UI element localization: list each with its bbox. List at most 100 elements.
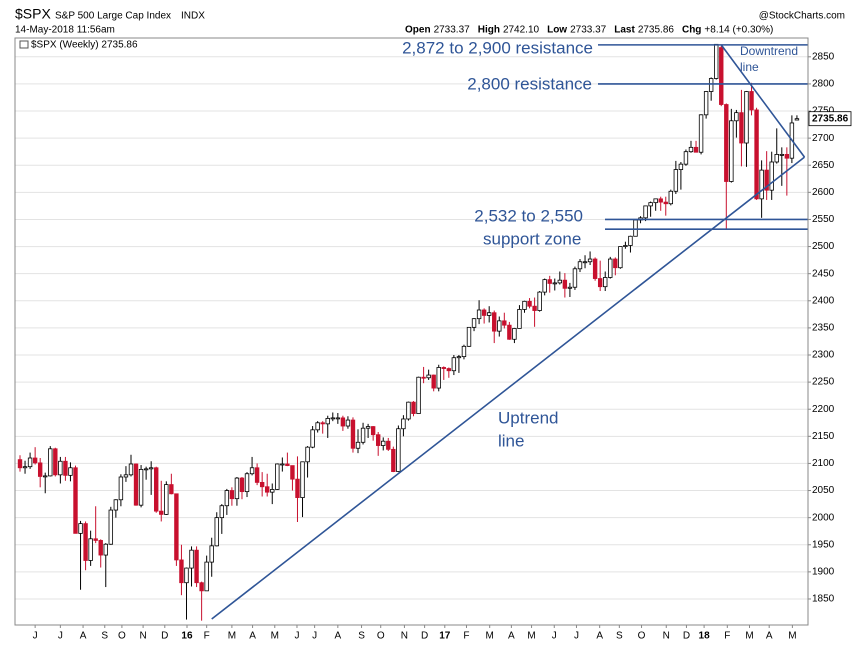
candle-body [401, 418, 406, 430]
candle-body [345, 419, 351, 427]
candle-body [724, 104, 729, 182]
candle-body [481, 309, 487, 316]
candle-body [461, 345, 467, 358]
legend-entry: $SPX (Weekly) 2735.86 [31, 40, 138, 51]
candle-body [597, 278, 603, 288]
candle-body [88, 538, 93, 561]
candle-body [678, 163, 684, 170]
candle-body [754, 109, 759, 200]
candle-body [123, 474, 129, 478]
candle-body [608, 258, 613, 278]
candle-body [184, 567, 189, 584]
y-tick-label: 2700 [812, 133, 835, 144]
candle-body [224, 490, 230, 507]
candle-body [270, 489, 275, 493]
candle-body [769, 161, 774, 191]
annotation: 2,800 resistance [467, 74, 592, 93]
candle-body [305, 446, 310, 463]
candle-body [229, 490, 235, 500]
candle-body [43, 475, 48, 478]
chart-title: $SPX [15, 6, 51, 22]
candle-body [199, 582, 204, 592]
legend-icon [19, 40, 29, 49]
x-tick-label: 17 [439, 631, 451, 642]
candle-body [58, 460, 63, 476]
candle-body [239, 477, 245, 493]
quote: Open 2733.37 High 2742.10 Low 2733.37 Last 2735… [405, 25, 773, 36]
x-tick-label: O [638, 631, 646, 642]
x-tick-label: M [745, 631, 753, 642]
candle-body [648, 202, 653, 207]
y-tick-label: 2750 [812, 106, 835, 117]
x-tick-label: J [33, 631, 38, 642]
x-tick-label: D [161, 631, 168, 642]
candle-body [744, 91, 749, 144]
x-tick-label: J [574, 631, 579, 642]
candle-body [486, 312, 492, 316]
candle-body [73, 467, 78, 534]
x-tick-label: O [118, 631, 126, 642]
x-tick-label: A [508, 631, 515, 642]
candle-body [749, 91, 754, 111]
candle-body [456, 356, 462, 359]
y-tick-label: 2500 [812, 241, 835, 252]
candle-body [103, 543, 108, 556]
candle-body [37, 462, 43, 477]
quote-label: High [478, 25, 500, 36]
candle-body [512, 328, 517, 340]
candle-body [527, 300, 532, 307]
candle-body [381, 440, 386, 446]
candle-body [708, 78, 714, 92]
candle-body [643, 205, 648, 219]
y-tick-label: 2650 [812, 160, 835, 171]
candle-body [396, 428, 401, 472]
y-tick-label: 2450 [812, 268, 835, 279]
candle-body [739, 112, 744, 144]
candle-body [244, 473, 250, 493]
candle-body [522, 300, 527, 310]
y-tick-label: 2800 [812, 79, 835, 90]
x-tick-label: F [204, 631, 210, 642]
quote-value: 2742.10 [503, 25, 540, 36]
x-tick-label: A [80, 631, 87, 642]
candle-body [502, 320, 507, 326]
candle-body [542, 279, 547, 293]
candle-body [300, 461, 305, 498]
candle-body [325, 418, 330, 425]
source: @StockCharts.com [759, 11, 845, 22]
candle-body [320, 422, 325, 425]
quote-label: Low [547, 25, 567, 36]
candle-body [154, 467, 159, 512]
y-tick-label: 2300 [812, 350, 835, 361]
candle-body [133, 463, 139, 506]
y-tick-label: 2100 [812, 458, 835, 469]
candle-body [204, 561, 209, 592]
candle-body [335, 417, 341, 420]
candle-body [577, 261, 583, 270]
candle-body [194, 549, 199, 584]
candle-body [386, 440, 391, 450]
x-tick-label: M [486, 631, 494, 642]
candle-body [567, 286, 573, 289]
candle-body [27, 457, 33, 468]
candle-body [411, 401, 416, 414]
price-tag [808, 111, 852, 127]
candle-body [93, 538, 98, 541]
candle-body [189, 549, 194, 569]
x-tick-label: A [596, 631, 603, 642]
candle-body [254, 467, 260, 483]
candle-body [98, 540, 103, 556]
candle-body [658, 198, 663, 203]
x-tick-label: J [552, 631, 557, 642]
candle-body [572, 268, 578, 288]
candle-body [653, 198, 658, 204]
y-tick-label: 2000 [812, 512, 835, 523]
candle-body [784, 153, 790, 159]
candle-body [330, 417, 335, 420]
x-tick-label: M [271, 631, 279, 642]
candle-body [370, 426, 376, 436]
candle-body [537, 291, 542, 311]
y-tick-label: 2200 [812, 404, 835, 415]
